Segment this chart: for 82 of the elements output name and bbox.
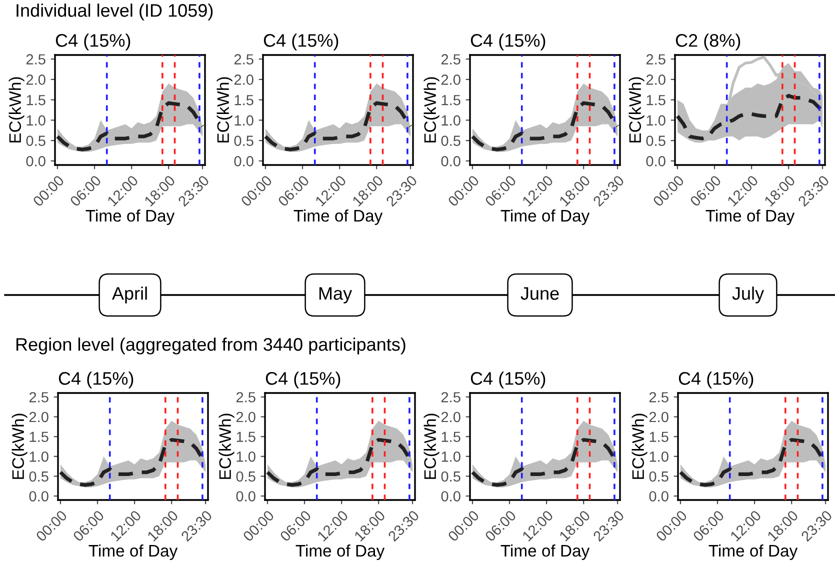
y-tick-label: 1.0 bbox=[234, 115, 254, 126]
chart-title: C4 (15%) bbox=[470, 372, 546, 388]
y-tick-label: 0.5 bbox=[646, 136, 666, 146]
chart-title: C4 (15%) bbox=[470, 34, 546, 50]
y-tick-label: 0.0 bbox=[236, 491, 256, 502]
y-axis-title: EC(kWh) bbox=[632, 414, 648, 479]
y-axis-title: EC(kWh) bbox=[216, 77, 232, 142]
y-axis-title: EC(kWh) bbox=[218, 414, 234, 479]
y-tick-label: 0.5 bbox=[441, 136, 460, 146]
y-tick-label: 1.5 bbox=[442, 95, 460, 106]
x-axis-title: Time of Day bbox=[708, 544, 798, 560]
y-tick-label: 2.5 bbox=[441, 392, 460, 402]
y-tick-label: 1.0 bbox=[646, 115, 666, 126]
y-tick-label: 1.0 bbox=[442, 115, 460, 126]
y-tick-label: 1.0 bbox=[236, 452, 256, 462]
y-tick-label: 2.0 bbox=[441, 412, 460, 422]
y-tick-label: 1.5 bbox=[30, 432, 48, 442]
y-tick-label: 1.0 bbox=[26, 115, 46, 126]
y-tick-label: 2.0 bbox=[26, 74, 46, 85]
y-tick-label: 1.0 bbox=[442, 452, 460, 462]
y-tick-label: 0.0 bbox=[234, 156, 254, 166]
line-series bbox=[676, 94, 824, 140]
text: Region level (aggregated from 3440 participants) bbox=[16, 338, 406, 354]
y-tick-label: 0.5 bbox=[649, 471, 668, 482]
y-tick-label: 0.5 bbox=[236, 471, 256, 482]
y-tick-label: 1.5 bbox=[442, 432, 460, 442]
y-tick-label: 2.5 bbox=[26, 54, 46, 64]
y-tick-label: 0.5 bbox=[26, 136, 46, 146]
y-axis-title: EC(kWh) bbox=[8, 77, 24, 142]
y-tick-label: 2.5 bbox=[236, 392, 256, 402]
y-tick-label: 0.5 bbox=[441, 471, 460, 482]
y-axis-title: EC(kWh) bbox=[12, 414, 28, 479]
line-series bbox=[470, 101, 620, 152]
y-tick-label: 0.0 bbox=[29, 491, 48, 502]
y-tick-label: 0.5 bbox=[29, 471, 48, 482]
y-tick-label: 0.0 bbox=[441, 491, 460, 502]
y-tick-label: 1.5 bbox=[234, 95, 254, 106]
x-axis-title: Time of Day bbox=[88, 544, 178, 560]
y-tick-label: 1.5 bbox=[236, 432, 256, 442]
y-tick-label: 2.0 bbox=[649, 412, 668, 422]
chart-title: C4 (15%) bbox=[56, 34, 130, 50]
line-series bbox=[56, 101, 204, 152]
y-tick-label: 2.0 bbox=[441, 74, 460, 85]
y-tick-label: 1.0 bbox=[30, 452, 48, 462]
y-tick-label: 2.0 bbox=[234, 74, 254, 85]
text: Individual level (ID 1059) bbox=[16, 4, 213, 20]
y-tick-label: 2.5 bbox=[234, 54, 254, 64]
y-tick-label: 2.5 bbox=[649, 392, 668, 402]
x-axis-title: Time of Day bbox=[296, 544, 385, 560]
text: May bbox=[319, 287, 352, 304]
y-axis-title: EC(kWh) bbox=[628, 77, 644, 142]
x-axis-title: Time of Day bbox=[500, 209, 590, 225]
x-axis-title: Time of Day bbox=[706, 209, 795, 225]
chart-title: C4 (15%) bbox=[266, 372, 340, 388]
chart-title: C4 (15%) bbox=[678, 372, 754, 388]
y-tick-label: 2.5 bbox=[441, 54, 460, 64]
chart-title: C4 (15%) bbox=[264, 34, 338, 50]
text: April bbox=[112, 286, 147, 304]
y-axis-title: EC(kWh) bbox=[424, 414, 440, 479]
y-tick-label: 0.0 bbox=[646, 156, 666, 166]
y-axis-title: EC(kWh) bbox=[424, 77, 440, 142]
text: June bbox=[520, 287, 559, 300]
y-tick-label: 2.5 bbox=[646, 54, 666, 64]
y-tick-label: 2.0 bbox=[646, 74, 666, 85]
x-axis-title: Time of Day bbox=[500, 544, 590, 560]
x-axis-title: Time of Day bbox=[86, 209, 175, 225]
chart-title: C2 (8%) bbox=[676, 34, 740, 50]
line-series bbox=[264, 101, 412, 152]
y-tick-label: 1.0 bbox=[650, 452, 668, 462]
y-tick-label: 1.5 bbox=[26, 95, 46, 106]
y-tick-label: 1.5 bbox=[646, 95, 666, 106]
y-tick-label: 0.5 bbox=[234, 136, 254, 146]
y-tick-label: 2.0 bbox=[29, 412, 48, 422]
y-tick-label: 2.0 bbox=[236, 412, 256, 422]
x-axis-title: Time of Day bbox=[294, 209, 383, 225]
y-tick-label: 1.5 bbox=[650, 432, 668, 442]
y-tick-label: 0.0 bbox=[441, 156, 460, 166]
y-tick-label: 0.0 bbox=[26, 156, 46, 166]
chart-title: C4 (15%) bbox=[58, 372, 134, 388]
y-tick-label: 2.5 bbox=[29, 392, 48, 402]
text: July bbox=[732, 286, 764, 304]
y-tick-label: 0.0 bbox=[649, 491, 668, 502]
